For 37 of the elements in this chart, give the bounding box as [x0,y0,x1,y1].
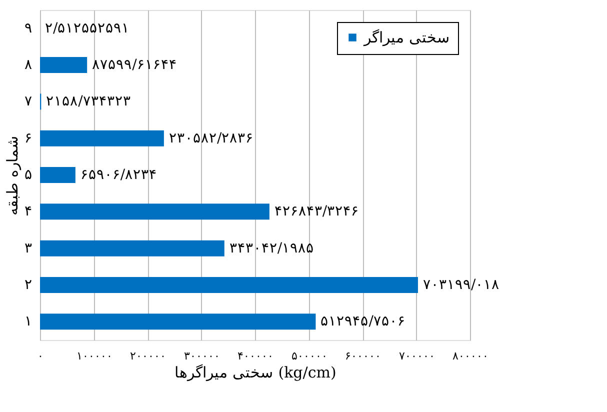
y-axis-title: شماره طبقه [4,136,22,216]
bar [40,204,270,220]
x-tick-label: ۵۰۰۰۰۰ [291,350,328,362]
y-tick-label: ۷ [24,94,32,110]
bar [40,314,316,330]
y-tick-label: ۶ [24,130,32,146]
bar [40,167,76,183]
data-label: ۲/۵۱۲۵۵۲۵۹۱ [45,20,130,36]
data-label: ۴۲۶۸۴۳/۳۲۴۶ [274,204,360,220]
legend-label: سختی میراگر [363,28,450,46]
data-label: ۸۷۵۹۹/۶۱۶۴۴ [92,57,177,73]
y-tick-label: ۴ [24,204,32,220]
x-tick-label: ۱۰۰۰۰۰ [76,350,112,362]
x-tick-label: ۷۰۰۰۰۰ [398,350,435,362]
data-label: ۶۵۹۰۶/۸۲۳۴ [80,167,158,183]
data-label: ۲۳۰۵۸۲/۲۸۳۶ [168,130,254,146]
y-tick-label: ۱ [24,314,32,330]
x-tick-label: ۸۰۰۰۰۰ [452,350,488,362]
y-tick-label: ۲ [24,277,32,293]
x-tick-label: ۴۰۰۰۰۰ [238,350,274,362]
x-tick-label: ۰ [38,350,44,362]
data-label: ۳۴۳۰۴۲/۱۹۸۵ [229,240,314,256]
x-tick-label: ۳۰۰۰۰۰ [184,350,220,362]
y-tick-label: ۸ [24,57,32,73]
data-label: ۲۱۵۸/۷۳۴۳۲۳ [46,94,131,110]
data-label: ۷۰۳۱۹۹/۰۱۸ [422,277,500,293]
bar [40,57,88,73]
y-tick-label: ۵ [24,167,32,183]
bar [40,240,224,256]
y-tick-label: ۹ [24,20,32,36]
data-label: ۵۱۲۹۴۵/۷۵۰۶ [320,314,406,330]
x-tick-label: ۲۰۰۰۰۰ [130,350,166,362]
x-axis-title: سختی میراگرها (kg/cm) [174,364,336,382]
bar [40,277,418,293]
x-tick-label: ۶۰۰۰۰۰ [345,350,381,362]
y-tick-label: ۳ [24,240,32,256]
bar [40,130,164,146]
